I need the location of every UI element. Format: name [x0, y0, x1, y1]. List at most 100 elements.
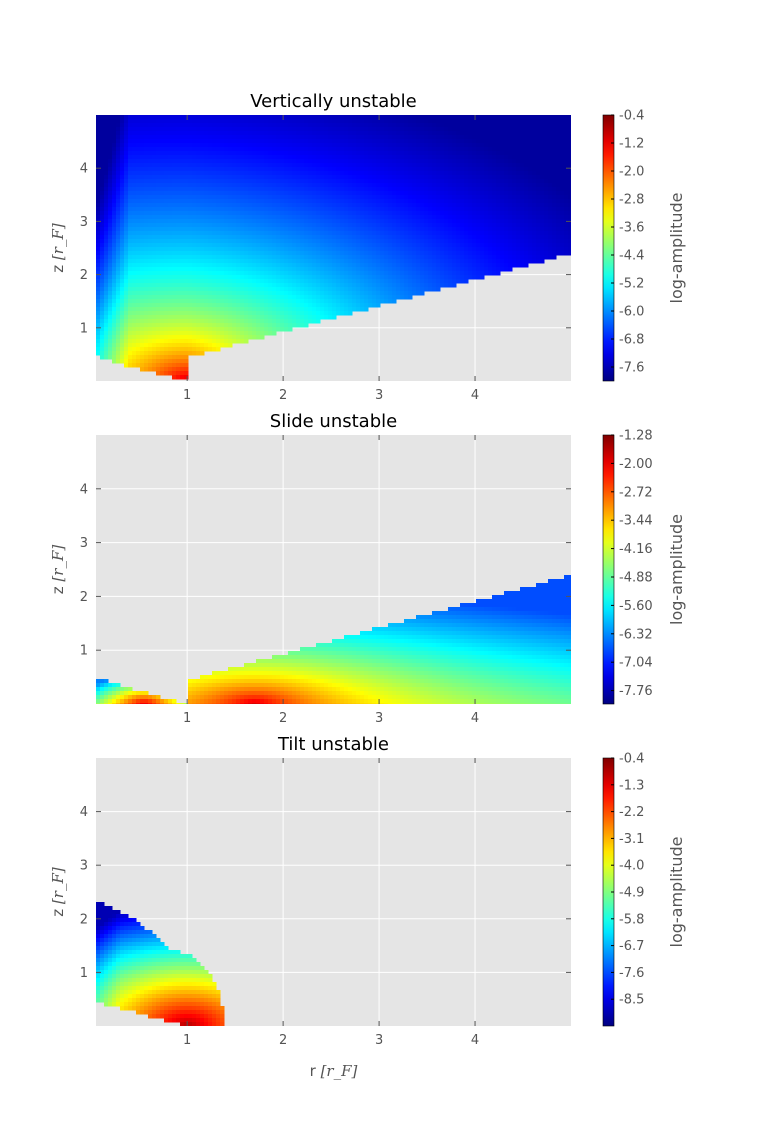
heatmap-cell: [224, 167, 229, 172]
heatmap-cell: [292, 323, 297, 328]
heatmap-cell: [100, 155, 105, 160]
heatmap-cell: [244, 143, 249, 148]
heatmap-cell: [408, 259, 413, 264]
heatmap-cell: [244, 123, 249, 128]
heatmap-cell: [156, 199, 161, 204]
heatmap-cell: [368, 119, 373, 124]
heatmap-cell: [212, 227, 217, 232]
heatmap-cell: [320, 215, 325, 220]
heatmap-cell: [456, 183, 461, 188]
heatmap-cell: [260, 323, 265, 328]
heatmap-cell: [204, 175, 209, 180]
heatmap-cell: [432, 183, 437, 188]
heatmap-cell: [204, 267, 209, 272]
heatmap-cell: [224, 191, 229, 196]
heatmap-cell: [168, 167, 173, 172]
heatmap-cell: [360, 167, 365, 172]
heatmap-cell: [116, 283, 121, 288]
heatmap-cell: [376, 211, 381, 216]
heatmap-cell: [332, 127, 337, 132]
heatmap-cell: [244, 315, 249, 320]
heatmap-cell: [204, 219, 209, 224]
heatmap-cell: [340, 131, 345, 136]
heatmap-cell: [456, 187, 461, 192]
heatmap-cell: [308, 315, 313, 320]
heatmap-cell: [288, 155, 293, 160]
heatmap-cell: [428, 251, 433, 256]
heatmap-cell: [460, 175, 465, 180]
heatmap-cell: [120, 127, 125, 132]
heatmap-cell: [144, 187, 149, 192]
heatmap-cell: [140, 311, 145, 316]
heatmap-cell: [252, 247, 257, 252]
heatmap-cell: [156, 287, 161, 292]
heatmap-cell: [380, 191, 385, 196]
heatmap-cell: [288, 279, 293, 284]
heatmap-cell: [448, 239, 453, 244]
heatmap-cell: [364, 215, 369, 220]
heatmap-cell: [400, 291, 405, 296]
heatmap-cell: [220, 215, 225, 220]
heatmap-cell: [416, 191, 421, 196]
heatmap-cell: [452, 235, 457, 240]
heatmap-cell: [168, 187, 173, 192]
heatmap-cell: [304, 275, 309, 280]
heatmap-cell: [296, 311, 301, 316]
heatmap-cell: [436, 263, 441, 268]
heatmap-cell: [156, 135, 161, 140]
heatmap-cell: [112, 319, 117, 324]
heatmap-cell: [244, 203, 249, 208]
heatmap-cell: [192, 135, 197, 140]
heatmap-cell: [140, 223, 145, 228]
heatmap-cell: [360, 303, 365, 308]
heatmap-cell: [136, 343, 141, 348]
heatmap-cell: [188, 191, 193, 196]
heatmap-cell: [276, 259, 281, 264]
heatmap-cell: [148, 123, 153, 128]
heatmap-cell: [424, 231, 429, 236]
heatmap-cell: [408, 247, 413, 252]
heatmap-cell: [384, 195, 389, 200]
heatmap-cell: [456, 239, 461, 244]
heatmap-cell: [324, 215, 329, 220]
heatmap-cell: [408, 151, 413, 156]
heatmap-cell: [260, 259, 265, 264]
heatmap-cell: [316, 227, 321, 232]
heatmap-cell: [252, 151, 257, 156]
heatmap-cell: [176, 211, 181, 216]
heatmap-cell: [428, 139, 433, 144]
heatmap-cell: [272, 251, 277, 256]
heatmap-cell: [288, 163, 293, 168]
heatmap-cell: [308, 123, 313, 128]
heatmap-cell: [96, 183, 101, 188]
heatmap-cell: [140, 187, 145, 192]
heatmap-cell: [204, 347, 209, 352]
heatmap-cell: [204, 291, 209, 296]
heatmap-cell: [256, 151, 261, 156]
heatmap-cell: [216, 215, 221, 220]
heatmap-cell: [108, 299, 113, 304]
heatmap-cell: [280, 123, 285, 128]
heatmap-cell: [152, 355, 157, 360]
heatmap-cell: [428, 223, 433, 228]
heatmap-cell: [368, 115, 373, 120]
heatmap-cell: [256, 323, 261, 328]
heatmap-cell: [156, 175, 161, 180]
heatmap-cell: [160, 127, 165, 132]
heatmap-cell: [212, 179, 217, 184]
heatmap-cell: [280, 267, 285, 272]
heatmap-cell: [288, 267, 293, 272]
heatmap-cell: [332, 171, 337, 176]
heatmap-cell: [388, 191, 393, 196]
heatmap-cell: [232, 203, 237, 208]
heatmap-cell: [320, 139, 325, 144]
heatmap-cell: [192, 183, 197, 188]
heatmap-cell: [188, 211, 193, 216]
heatmap-cell: [104, 307, 109, 312]
heatmap-cell: [156, 327, 161, 332]
heatmap-cell: [280, 311, 285, 316]
heatmap-cell: [232, 151, 237, 156]
heatmap-cell: [440, 147, 445, 152]
heatmap-cell: [212, 131, 217, 136]
heatmap-cell: [244, 267, 249, 272]
